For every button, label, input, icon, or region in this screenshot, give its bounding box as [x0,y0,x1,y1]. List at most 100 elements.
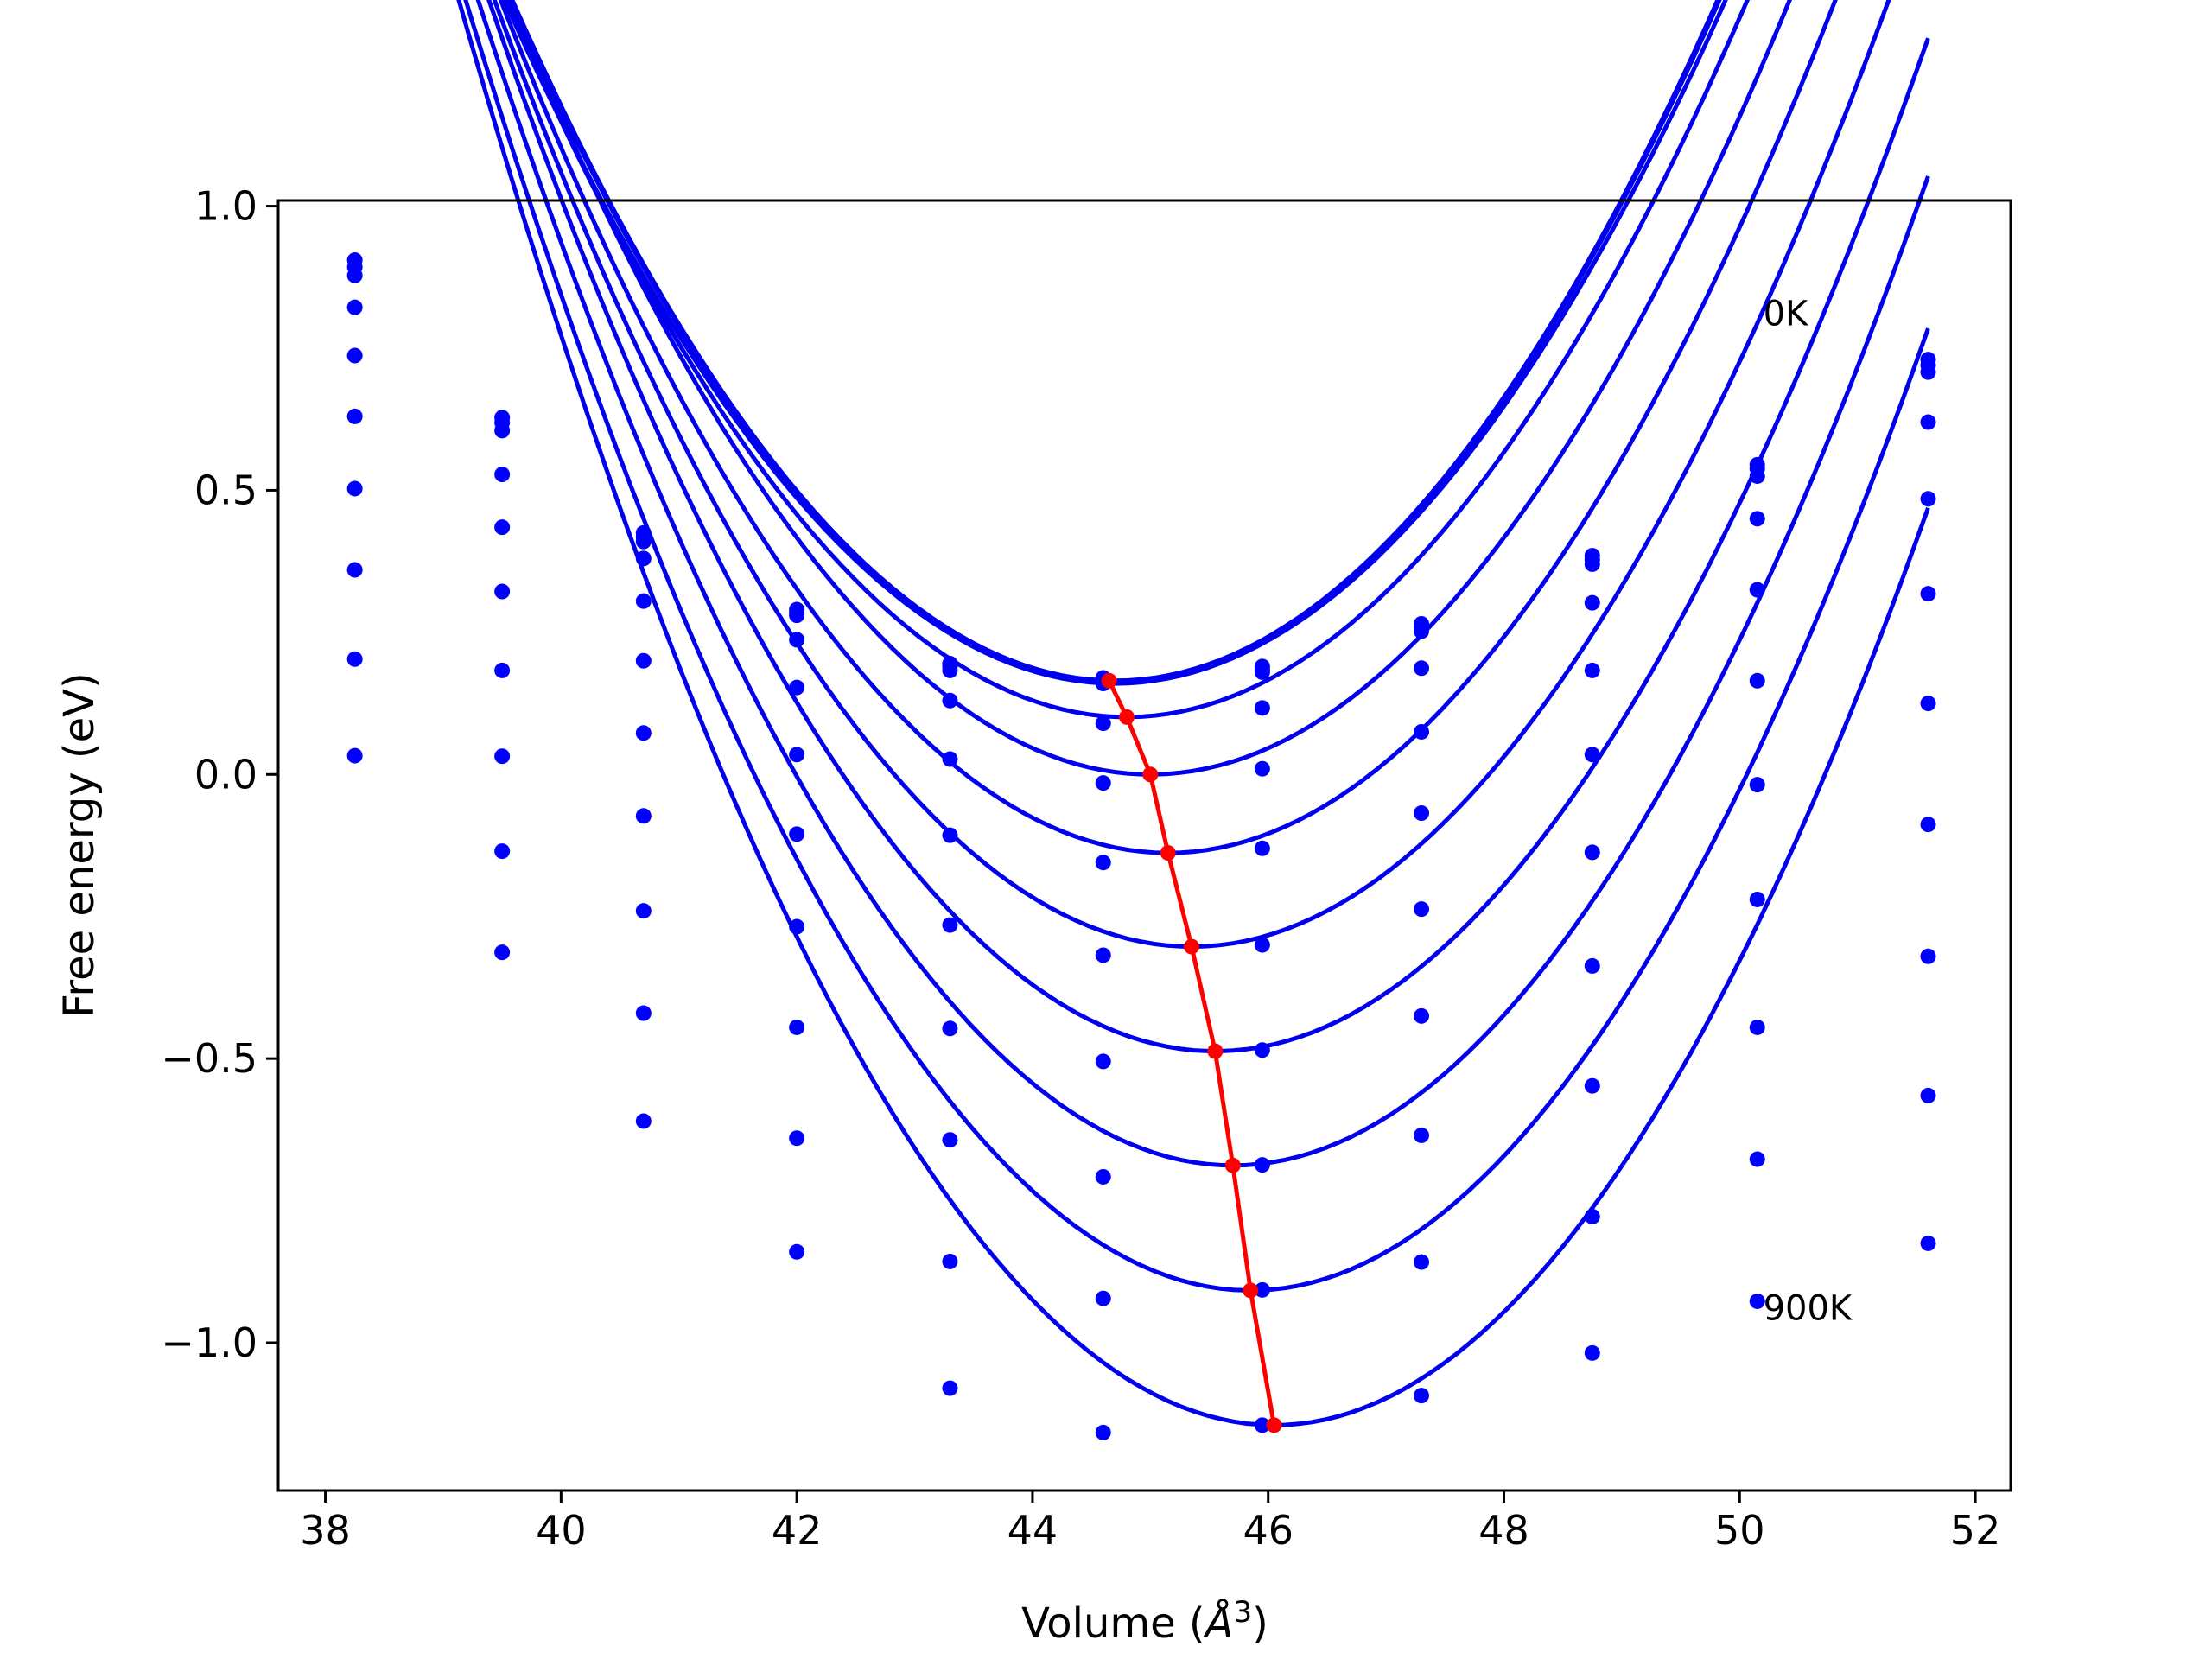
y-tick-label-3: −0.5 [161,1035,257,1082]
data-point-6-1 [494,662,511,678]
data-point-9-3 [789,1130,805,1147]
data-point-6-10 [1920,696,1936,712]
data-point-7-5 [1095,1053,1111,1070]
minimum-point-8 [1266,1417,1282,1433]
x-tick-label-4: 46 [1243,1507,1294,1554]
data-point-4-2 [635,593,652,609]
data-point-9-7 [1414,1254,1430,1270]
data-point-7-9 [1749,891,1765,907]
data-point-6-8 [1584,844,1600,861]
annotation-label-0: 0K [1764,295,1809,334]
x-tick-label-7: 52 [1950,1507,2001,1554]
data-point-10-7 [1414,1388,1430,1404]
data-point-3-7 [1414,660,1430,677]
data-point-3-9 [1749,511,1765,527]
data-point-8-6 [1254,1157,1270,1173]
data-point-2-7 [1414,623,1430,639]
data-point-10-3 [789,1243,805,1260]
data-point-6-4 [942,917,958,933]
minimum-point-5 [1207,1043,1224,1059]
data-point-8-9 [1749,1019,1765,1035]
data-point-4-9 [1749,582,1765,598]
data-point-7-2 [635,808,652,824]
fit-curve-10 [456,0,1930,1427]
data-point-3-1 [494,467,511,483]
data-point-5-9 [1749,672,1765,689]
data-point-10-6 [1254,1417,1270,1433]
data-point-8-3 [789,1019,805,1035]
annotation-label-1: 900K [1764,1289,1853,1329]
data-point-3-3 [789,632,805,648]
data-point-2-10 [1920,364,1936,380]
data-point-6-7 [1414,901,1430,918]
minimum-point-2 [1142,766,1159,783]
y-axis: 1.0 0.5 0.0 −0.5 −1.0 [161,183,278,1366]
x-tick-label-2: 42 [772,1507,823,1554]
data-point-5-10 [1920,586,1936,602]
data-point-4-10 [1920,491,1936,507]
data-point-8-8 [1584,1077,1600,1094]
data-point-10-5 [1095,1424,1111,1440]
data-point-7-6 [1254,1042,1270,1058]
data-point-4-5 [1095,775,1111,791]
data-point-5-1 [494,583,511,600]
data-point-8-0 [346,651,363,667]
data-point-4-1 [494,519,511,536]
data-point-5-4 [942,827,958,843]
data-point-9-4 [942,1253,958,1269]
data-point-5-6 [1254,840,1270,856]
data-point-8-5 [1095,1168,1111,1185]
data-point-4-0 [346,347,363,364]
x-tick-label-0: 38 [300,1507,351,1554]
data-point-2-6 [1254,664,1270,680]
data-point-9-1 [494,944,511,961]
data-point-5-8 [1584,747,1600,763]
x-axis: 38 40 42 44 46 48 50 52 [300,1491,2000,1554]
data-point-7-7 [1414,1007,1430,1024]
x-tick-label-1: 40 [536,1507,587,1554]
data-point-6-9 [1749,777,1765,793]
data-point-6-6 [1254,937,1270,953]
fit-curve-0 [510,0,1720,683]
fit-curve-7 [486,0,1930,1054]
data-point-7-4 [942,1020,958,1037]
data-point-7-10 [1920,817,1936,833]
data-point-5-0 [346,408,363,424]
y-axis-label: Free energy (eV) [55,672,104,1017]
data-point-2-8 [1584,556,1600,572]
axes-frame [276,199,2012,1492]
data-point-7-8 [1584,957,1600,974]
fit-curve-1 [508,0,1722,684]
fit-curve-2 [502,0,1728,686]
data-point-5-2 [635,652,652,669]
y-tick-label-0: 1.0 [194,183,257,230]
data-point-4-4 [942,751,958,767]
data-point-7-3 [789,918,805,935]
data-point-3-10 [1920,414,1936,430]
data-point-5-5 [1095,855,1111,871]
data-point-6-2 [635,725,652,741]
data-point-5-3 [789,747,805,763]
annotations: 0K 900K [1764,295,1853,1329]
data-point-2-3 [789,607,805,624]
minimum-point-4 [1184,938,1200,955]
data-point-8-1 [494,843,511,860]
data-point-10-8 [1584,1344,1600,1361]
data-point-9-8 [1584,1208,1600,1224]
data-point-9-2 [635,1005,652,1021]
data-point-10-10 [1920,1235,1936,1251]
data-point-7-1 [494,748,511,765]
data-point-10-4 [942,1380,958,1396]
fit-curve-8 [475,0,1930,1168]
fit-curve-3 [504,0,1751,720]
x-axis-label: Volume (Å3) [1021,1595,1268,1648]
data-point-7-0 [346,562,363,578]
data-point-3-0 [346,299,363,315]
minimum-point-1 [1119,709,1135,725]
fit-curve-5 [498,0,1838,855]
minimum-point-6 [1224,1157,1241,1173]
data-point-9-5 [1095,1290,1111,1306]
data-point-8-4 [942,1132,958,1148]
data-point-9-10 [1920,1087,1936,1103]
data-point-8-7 [1414,1127,1430,1143]
